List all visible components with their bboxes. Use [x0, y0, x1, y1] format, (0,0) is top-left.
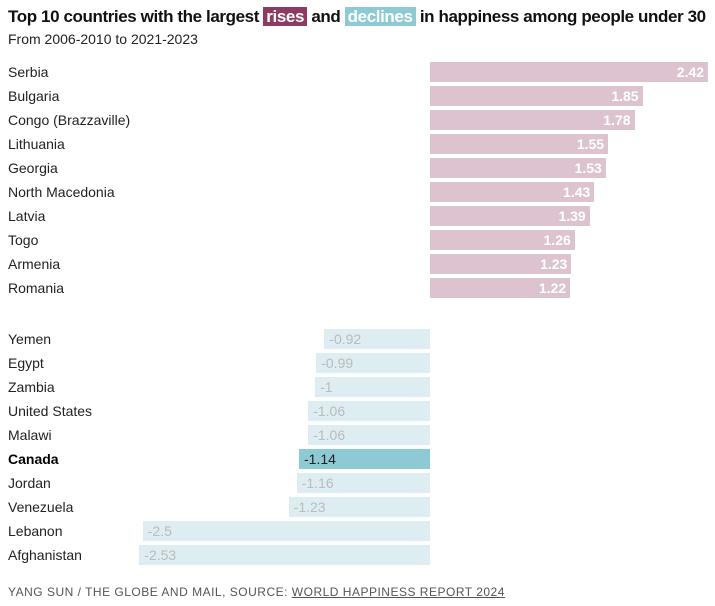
- category-label: Latvia: [8, 208, 46, 224]
- category-label: Togo: [8, 232, 39, 248]
- bar: [430, 86, 643, 106]
- data-label: -1.16: [301, 475, 334, 491]
- bar: [315, 377, 430, 397]
- footer: YANG SUN / THE GLOBE AND MAIL, SOURCE: W…: [8, 585, 505, 599]
- data-label: 1.85: [611, 88, 639, 104]
- category-label: Afghanistan: [8, 547, 82, 563]
- bar: [430, 62, 709, 82]
- category-label: Egypt: [8, 355, 44, 371]
- bar: [308, 425, 430, 445]
- title-text: Top 10 countries with the largest: [8, 7, 264, 26]
- chart-title: Top 10 countries with the largest rises …: [8, 7, 706, 27]
- data-label: -2.5: [147, 523, 172, 539]
- bar: [430, 110, 635, 130]
- data-label: -0.99: [321, 355, 354, 371]
- bar: [296, 473, 430, 493]
- data-label: 1.78: [603, 112, 631, 128]
- bar: [430, 182, 595, 202]
- bar: [139, 545, 430, 565]
- bar: [430, 134, 609, 154]
- data-label: -1.06: [313, 403, 346, 419]
- data-label: 1.55: [576, 136, 605, 152]
- data-label: 1.22: [538, 280, 567, 296]
- data-label: -1.14: [304, 451, 336, 467]
- category-label: Zambia: [8, 379, 55, 395]
- bar: [308, 401, 430, 421]
- category-label: Lebanon: [8, 523, 63, 539]
- data-label: -1.06: [313, 427, 346, 443]
- source-link[interactable]: WORLD HAPPINESS REPORT 2024: [291, 585, 505, 599]
- bar: [430, 278, 571, 298]
- data-label: 1.23: [540, 256, 568, 272]
- data-label: -1: [320, 379, 333, 395]
- bar: [288, 497, 430, 517]
- bar: [430, 206, 590, 226]
- category-label: Venezuela: [8, 499, 74, 515]
- category-label: Serbia: [8, 64, 49, 80]
- bar: [316, 353, 430, 373]
- data-label: -0.92: [329, 331, 362, 347]
- category-label: North Macedonia: [8, 184, 115, 200]
- chart-subtitle: From 2006-2010 to 2021-2023: [8, 31, 198, 47]
- bar: [430, 230, 575, 250]
- bar: [142, 521, 430, 541]
- title-text: in happiness among people under 30: [415, 7, 706, 26]
- data-label: 1.43: [563, 184, 591, 200]
- data-label: 1.53: [574, 160, 602, 176]
- data-label: -1.23: [293, 499, 326, 515]
- data-label: 1.26: [543, 232, 571, 248]
- bar: [324, 329, 430, 349]
- bar: [299, 449, 430, 469]
- category-label: Bulgaria: [8, 88, 60, 104]
- credit: YANG SUN / THE GLOBE AND MAIL, SOURCE:: [8, 585, 292, 599]
- category-label: Lithuania: [8, 136, 65, 152]
- rises-highlight: rises: [263, 7, 307, 26]
- category-label: Canada: [8, 451, 59, 467]
- data-label: -2.53: [144, 547, 177, 563]
- category-label: United States: [8, 403, 93, 419]
- data-label: 1.39: [558, 208, 586, 224]
- bar: [430, 254, 572, 274]
- category-label: Malawi: [8, 427, 52, 443]
- title-text: and: [307, 7, 345, 26]
- bar: [430, 158, 606, 178]
- category-label: Congo (Brazzaville): [8, 112, 131, 128]
- declines-highlight: declines: [344, 7, 416, 26]
- data-label: 2.42: [676, 64, 705, 80]
- category-label: Georgia: [8, 160, 58, 176]
- category-label: Yemen: [8, 331, 52, 347]
- category-label: Romania: [8, 280, 65, 296]
- category-label: Armenia: [8, 256, 61, 272]
- category-label: Jordan: [8, 475, 51, 491]
